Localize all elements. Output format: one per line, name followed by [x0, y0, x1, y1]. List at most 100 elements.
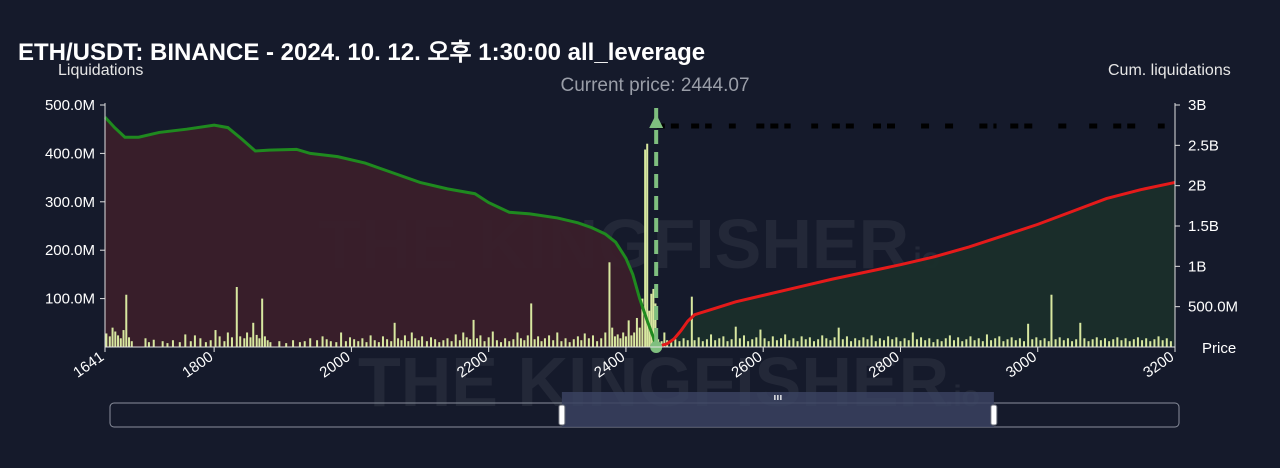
liquidation-bar — [430, 337, 433, 347]
liquidation-bar — [377, 342, 380, 347]
liquidation-bar — [693, 340, 696, 347]
liquidation-bar — [874, 341, 877, 347]
liquidation-bar — [686, 340, 689, 347]
liquidation-bar — [936, 339, 939, 347]
liquidation-bar — [1002, 341, 1005, 347]
liquidation-bar — [977, 338, 980, 347]
liquidation-bar — [726, 341, 729, 347]
short-cum-line — [103, 116, 658, 348]
liquidation-bar — [670, 342, 673, 347]
liquidation-bar — [652, 288, 655, 347]
liquidation-bar — [462, 332, 465, 347]
cumulative-lines — [103, 116, 1176, 349]
liquidation-bar — [1128, 341, 1131, 347]
liquidation-bar — [1169, 341, 1172, 347]
liquidation-bar — [944, 338, 947, 347]
slider-handle-left[interactable] — [558, 404, 566, 426]
liquidation-bar — [928, 338, 931, 347]
y-tick-label: 100.0M — [45, 291, 95, 308]
liquidation-bar — [325, 339, 328, 347]
liquidation-bar — [604, 332, 607, 347]
liquidation-bar — [690, 296, 693, 347]
liquidation-bar — [540, 341, 543, 347]
liquidation-bar — [682, 338, 685, 347]
liquidation-bar — [891, 339, 894, 347]
liquidation-bar — [114, 331, 117, 347]
liquidation-bar — [850, 341, 853, 347]
liquidation-bar — [361, 338, 364, 347]
liquidation-bar — [1039, 340, 1042, 347]
liquidation-bar — [410, 332, 413, 347]
liquidation-bar — [1149, 341, 1152, 347]
liquidation-bar — [940, 341, 943, 347]
liquidation-bar — [611, 327, 614, 347]
liquidation-bar — [1035, 337, 1038, 347]
liquidation-bar — [349, 337, 352, 347]
liquidation-bar — [340, 332, 343, 347]
liquidation-bar — [1112, 339, 1115, 347]
liquidation-bar — [854, 338, 857, 347]
liquidation-bar — [122, 330, 125, 347]
liquidation-bar — [903, 338, 906, 347]
slider-handle-right[interactable] — [990, 404, 998, 426]
liquidation-bar — [369, 335, 372, 347]
liquidation-bar — [105, 333, 108, 347]
liquidation-bar — [454, 334, 457, 347]
long-cum-area — [656, 182, 1175, 347]
liquidation-bar — [472, 319, 475, 347]
liquidation-bar — [817, 339, 820, 347]
liquidation-bar — [556, 332, 559, 347]
liquidation-bar — [316, 340, 319, 347]
liquidation-bar — [421, 336, 424, 347]
liquidation-bar — [1157, 336, 1160, 347]
liquidation-bar — [417, 340, 420, 347]
liquidation-bar — [125, 294, 128, 347]
y2-tick-label: 1B — [1188, 258, 1206, 275]
liquidation-bar — [252, 322, 255, 347]
liquidation-bar — [845, 336, 848, 347]
current-price-label: Current price: 2444.07 — [560, 75, 749, 96]
liquidation-bar — [495, 340, 498, 347]
liquidation-bar — [483, 341, 486, 347]
x-tick-label: 1800 — [179, 348, 216, 381]
liquidation-bar — [258, 338, 261, 347]
liquidation-bar — [663, 332, 666, 347]
liquidation-bar — [403, 335, 406, 347]
liquidation-bar — [407, 341, 410, 347]
liquidation-bar — [784, 334, 787, 347]
liquidation-bar — [638, 327, 641, 347]
liquidation-bar — [771, 336, 774, 347]
liquidation-bar — [278, 341, 281, 347]
liquidation-bar — [804, 339, 807, 347]
liquidation-bar — [508, 341, 511, 347]
liquidation-bar — [171, 340, 174, 347]
liquidation-bar — [882, 340, 885, 347]
liquidation-bar — [1054, 339, 1057, 347]
liquidation-bar — [516, 332, 519, 347]
liquidation-bar — [837, 327, 840, 347]
slider-grip-icon[interactable] — [774, 395, 782, 400]
x-tick-label: 3200 — [1140, 348, 1177, 381]
liquidation-bar — [613, 336, 616, 347]
liquidation-bar — [425, 341, 428, 347]
liquidation-bar — [1018, 338, 1021, 347]
liquidation-bar — [144, 338, 147, 347]
liquidation-bar — [303, 341, 306, 347]
liquidation-bar — [866, 339, 869, 347]
liquidation-bar — [458, 340, 461, 347]
liquidation-bar — [796, 341, 799, 347]
liquidation-bars — [105, 143, 1172, 347]
liquidation-bar — [199, 338, 202, 347]
liquidation-bar — [344, 341, 347, 347]
liquidation-bar — [1047, 341, 1050, 347]
liquidation-bar — [911, 332, 914, 347]
liquidation-bar — [961, 341, 964, 347]
liquidation-bar — [189, 341, 192, 347]
range-slider[interactable] — [109, 392, 1180, 428]
liquidation-bar — [321, 336, 324, 347]
liquidation-bar — [414, 338, 417, 347]
liquidation-bar — [780, 338, 783, 347]
liquidation-bar — [742, 335, 745, 347]
y2-tick-label: 1.5B — [1188, 218, 1219, 235]
liquidation-bar — [230, 337, 233, 347]
